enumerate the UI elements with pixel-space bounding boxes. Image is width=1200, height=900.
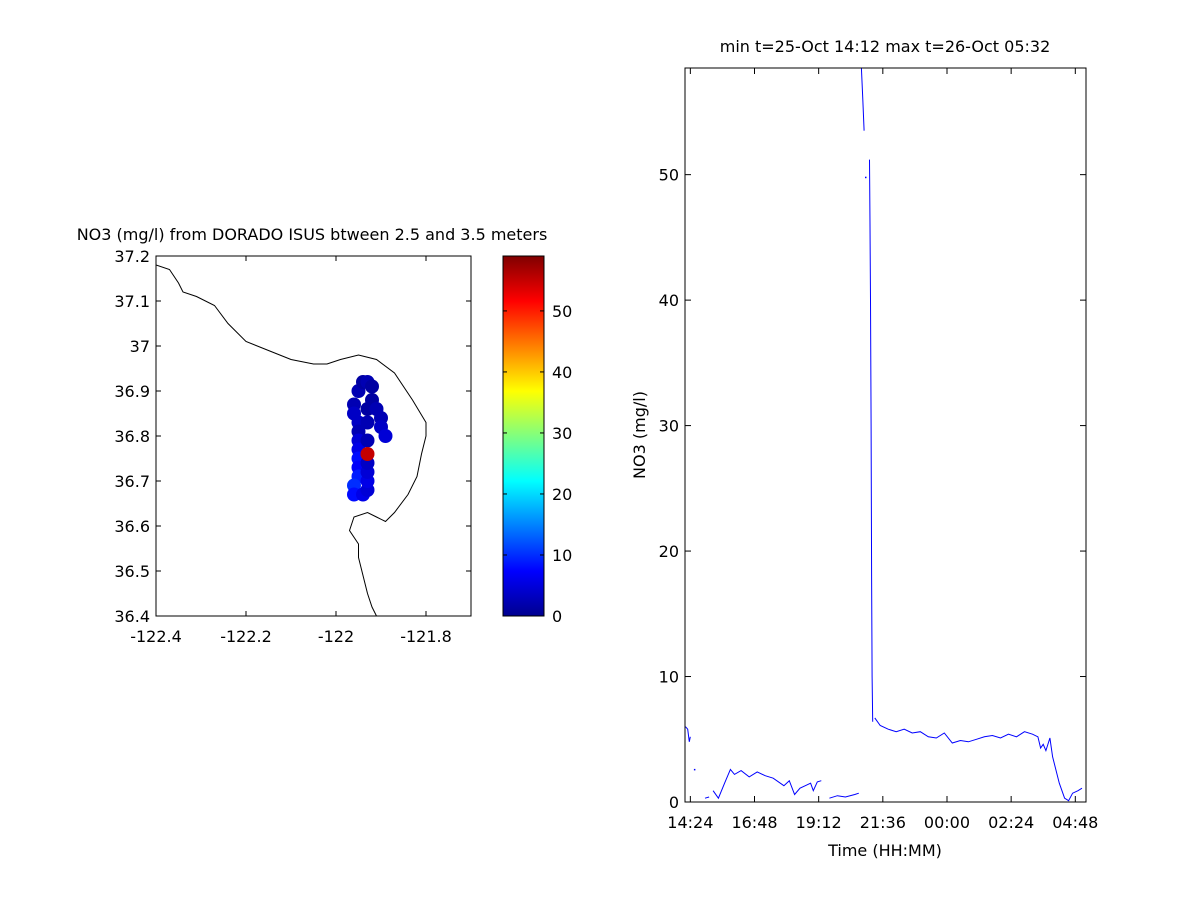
timeseries-panel: min t=25-Oct 14:12 max t=26-Oct 05:32 14… [630, 37, 1098, 860]
map-panel: NO3 (mg/l) from DORADO ISUS btween 2.5 a… [77, 225, 548, 646]
colorbar: 0 10 20 30 40 50 [502, 255, 572, 626]
map-axes-frame [155, 255, 472, 617]
x-tick-label: 21:36 [860, 813, 906, 832]
data-point [360, 415, 375, 430]
data-points-layer [347, 375, 393, 502]
map-title: NO3 (mg/l) from DORADO ISUS btween 2.5 a… [77, 225, 548, 244]
coastline [156, 264, 427, 616]
series-segment [685, 726, 691, 742]
y-tick-label: 36.7 [114, 472, 150, 491]
timeseries-x-label: Time (HH:MM) [827, 841, 942, 860]
y-tick-label: 10 [659, 668, 679, 687]
y-tick-label: 50 [659, 166, 679, 185]
timeseries-y-axis: 0 10 20 30 40 50 [659, 166, 1086, 812]
x-tick-label: -121.8 [400, 627, 452, 646]
x-tick-label: 14:24 [667, 813, 713, 832]
series-segment [860, 68, 865, 131]
series-segment [869, 159, 874, 722]
y-tick-label: 37 [130, 337, 150, 356]
data-point [365, 379, 379, 394]
series-segment [712, 768, 822, 800]
x-tick-label: 02:24 [988, 813, 1034, 832]
no3-series [685, 68, 1083, 802]
x-tick-label: 00:00 [924, 813, 970, 832]
colorbar-tick-label: 50 [552, 302, 572, 321]
y-tick-label: 30 [659, 417, 679, 436]
timeseries-x-axis: 14:24 16:48 19:12 21:36 00:00 02:24 04:48 [667, 68, 1098, 832]
x-tick-label: -122 [318, 627, 354, 646]
colorbar-tick-label: 20 [552, 485, 572, 504]
x-tick-label: 19:12 [796, 813, 842, 832]
timeseries-axes-frame [684, 67, 1087, 803]
series-dot [865, 176, 867, 179]
map-y-axis: 37.2 37.1 37 36.9 36.8 36.7 36.6 36.5 36.4 [114, 247, 471, 626]
map-x-axis: -122.4 -122.2 -122 -121.8 [130, 256, 452, 646]
series-segment [829, 792, 859, 799]
y-tick-label: 0 [669, 793, 679, 812]
colorbar-tick-label: 10 [552, 546, 572, 565]
x-tick-label: -122.2 [220, 627, 272, 646]
y-tick-label: 36.5 [114, 562, 150, 581]
x-tick-label: -122.4 [130, 627, 182, 646]
y-tick-label: 36.9 [114, 382, 150, 401]
colorbar-ticks: 0 10 20 30 40 50 [503, 302, 572, 626]
series-segment [874, 717, 1083, 802]
x-tick-label: 16:48 [731, 813, 777, 832]
y-tick-label: 40 [659, 291, 679, 310]
coastline-layer [156, 264, 427, 616]
timeseries-title: min t=25-Oct 14:12 max t=26-Oct 05:32 [720, 37, 1051, 56]
y-tick-label: 20 [659, 542, 679, 561]
data-point [378, 429, 393, 443]
y-tick-label: 37.1 [114, 292, 150, 311]
colorbar-tick-label: 40 [552, 363, 572, 382]
y-tick-label: 36.8 [114, 427, 150, 446]
colorbar-tick-label: 0 [552, 607, 562, 626]
colorbar-tick-label: 30 [552, 424, 572, 443]
colorbar-gradient [502, 255, 545, 617]
data-point [360, 433, 375, 448]
y-tick-label: 37.2 [114, 247, 150, 266]
series-segment [704, 796, 710, 799]
series-dot [693, 768, 696, 771]
y-tick-label: 36.6 [114, 517, 150, 536]
y-tick-label: 36.4 [114, 607, 150, 626]
data-point [360, 447, 375, 461]
timeseries-y-label: NO3 (mg/l) [630, 391, 649, 479]
x-tick-label: 04:48 [1052, 813, 1098, 832]
